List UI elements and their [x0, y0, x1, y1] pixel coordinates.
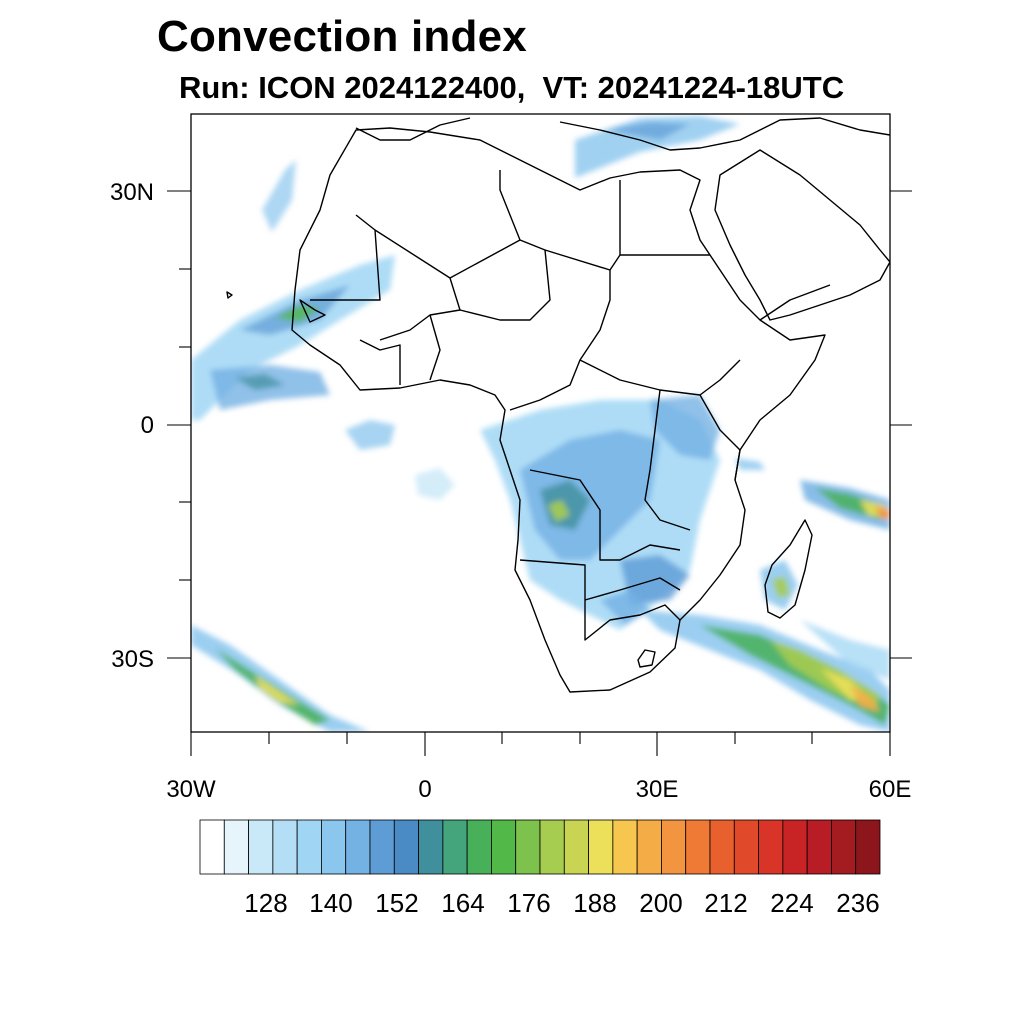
colorbar-label: 224 [770, 888, 814, 918]
lon-label-60e: 60E [868, 776, 912, 803]
colorbar-swatch [709, 819, 735, 875]
colorbar [199, 819, 881, 875]
lat-label-30n: 30N [109, 179, 154, 206]
lon-label-0: 0 [418, 776, 432, 803]
colorbar-swatch [636, 819, 662, 875]
colorbar-swatch [418, 819, 444, 875]
coastlines [226, 117, 890, 693]
colorbar-swatch [855, 819, 881, 875]
colorbar-label: 152 [375, 888, 419, 918]
colorbar-swatch [563, 819, 589, 875]
colorbar-swatch [248, 819, 274, 875]
colorbar-swatch [515, 819, 541, 875]
lat-label-30s: 30S [111, 646, 154, 673]
colorbar-label: 200 [639, 888, 683, 918]
map-subtitle: Run: ICON 2024122400, VT: 20241224-18UTC [179, 70, 845, 105]
colorbar-swatch [685, 819, 711, 875]
colorbar-swatch [612, 819, 638, 875]
colorbar-label: 212 [704, 888, 748, 918]
colorbar-label: 128 [244, 888, 288, 918]
colorbar-label: 164 [441, 888, 485, 918]
colorbar-swatch [831, 819, 857, 875]
map-title: Convection index [157, 12, 527, 61]
colorbar-swatch [733, 819, 759, 875]
colorbar-swatch [466, 819, 492, 875]
colorbar-swatch [661, 819, 687, 875]
colorbar-swatch [782, 819, 808, 875]
colorbar-swatch [321, 819, 347, 875]
colorbar-swatch [272, 819, 298, 875]
colorbar-swatch [345, 819, 371, 875]
colorbar-swatch [393, 819, 419, 875]
colorbar-label: 176 [507, 888, 551, 918]
colorbar-swatch [442, 819, 468, 875]
colorbar-label: 140 [309, 888, 353, 918]
colorbar-swatch [223, 819, 249, 875]
colorbar-swatch [758, 819, 784, 875]
lat-label-0: 0 [140, 412, 154, 439]
map-frame [190, 113, 891, 733]
convection-shading [191, 116, 890, 732]
colorbar-label: 236 [836, 888, 880, 918]
colorbar-swatch [491, 819, 517, 875]
colorbar-swatch [539, 819, 565, 875]
colorbar-label: 188 [573, 888, 617, 918]
lon-label-30e: 30E [635, 776, 679, 803]
colorbar-swatch [588, 819, 614, 875]
colorbar-swatch [369, 819, 395, 875]
colorbar-swatch [806, 819, 832, 875]
colorbar-swatch [199, 819, 225, 875]
lon-label-30w: 30W [166, 776, 216, 803]
axis-ticks [167, 190, 912, 756]
colorbar-swatch [296, 819, 322, 875]
